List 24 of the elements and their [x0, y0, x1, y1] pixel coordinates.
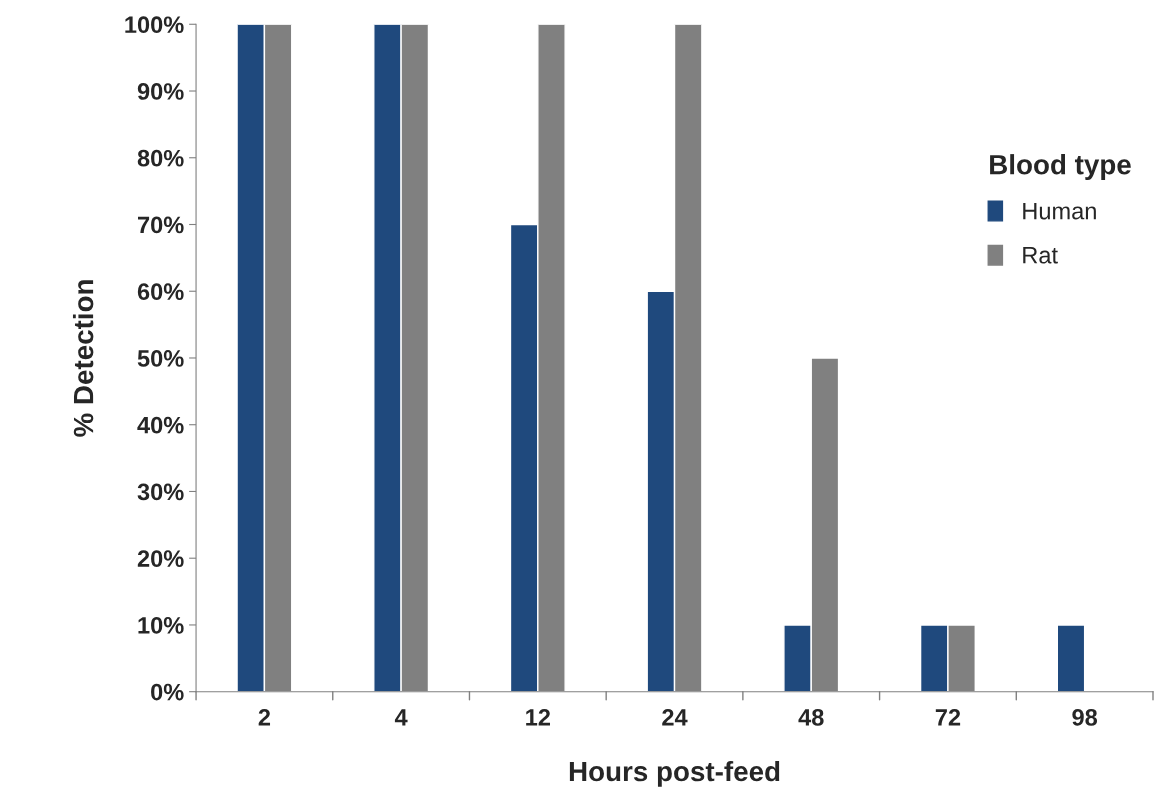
x-tick-label: 98	[1072, 708, 1098, 726]
y-tick-label: 20%	[137, 550, 184, 567]
y-tick-label: 80%	[137, 149, 184, 167]
y-tick-label: 10%	[138, 617, 184, 634]
y-tick-label: 60%	[137, 283, 184, 301]
y-tick-label: 70%	[138, 216, 184, 234]
y-tick-label: 90%	[137, 83, 184, 100]
y-tick-label: 100%	[125, 16, 184, 34]
x-tick-label: 2	[258, 708, 271, 726]
y-axis-title: % Detection	[72, 280, 94, 437]
x-tick-label: 4	[394, 709, 408, 726]
y-tick-label: 50%	[137, 350, 184, 367]
x-tick-label: 12	[526, 708, 551, 726]
y-tick-label: 0%	[151, 683, 184, 701]
bar	[1056, 624, 1086, 692]
x-tick-label: 72	[935, 708, 961, 726]
y-tick-label: 30%	[137, 483, 184, 501]
legend-label: Human	[1023, 202, 1096, 220]
x-axis-title: Hours post-feed	[569, 760, 780, 787]
legend-title: Blood type	[990, 154, 1131, 180]
y-tick-label: 40%	[137, 416, 184, 434]
x-tick-label: 48	[798, 708, 824, 726]
x-tick-label: 24	[662, 708, 688, 726]
legend-label: Rat	[1023, 247, 1058, 264]
